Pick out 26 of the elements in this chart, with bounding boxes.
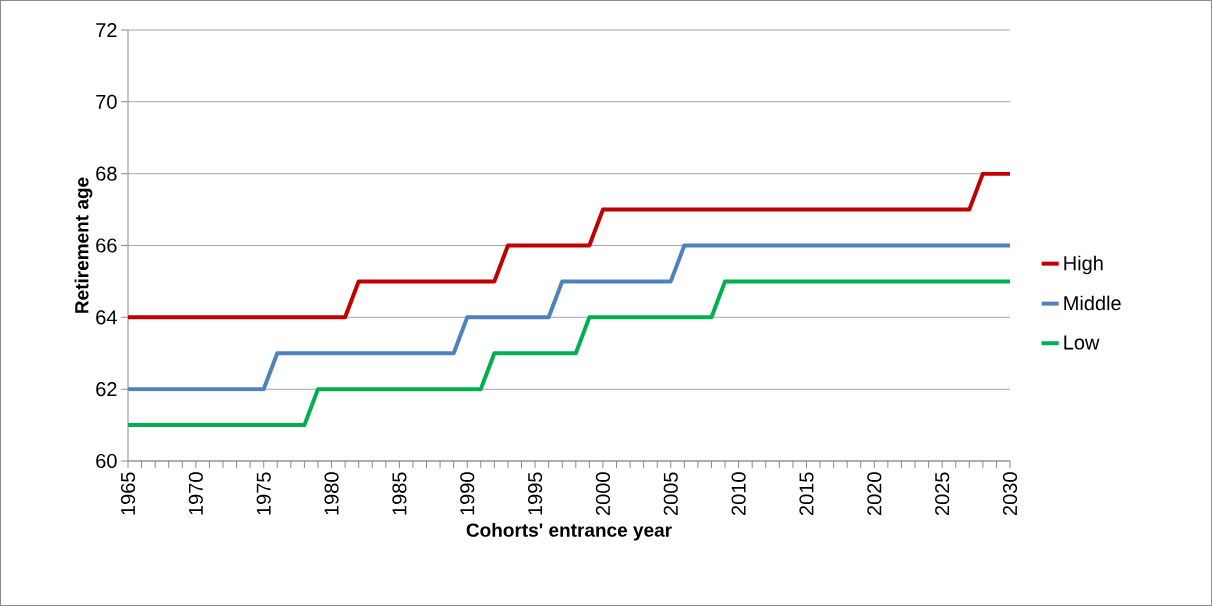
- x-tick-label: 2030: [1002, 472, 1018, 516]
- x-tick-label: 2015: [799, 472, 814, 516]
- x-tick-label: 2025: [935, 472, 950, 516]
- y-tick-label: 62: [96, 382, 117, 397]
- x-tick-label: 2010: [731, 472, 746, 516]
- x-tick-label: 1990: [460, 472, 475, 515]
- legend-label: Middle: [1064, 295, 1121, 311]
- y-tick-label: 64: [96, 310, 117, 325]
- x-tick-label: 1965: [120, 472, 136, 515]
- x-axis-title: Cohorts' entrance year: [466, 522, 672, 541]
- x-tick-label: 2005: [663, 472, 678, 516]
- x-tick-label: 2000: [595, 472, 610, 516]
- y-tick-label: 66: [96, 238, 117, 253]
- legend-label: High: [1064, 255, 1103, 275]
- x-tick-label: 2020: [867, 472, 882, 516]
- y-axis-title: Retirement age: [74, 177, 93, 313]
- x-tick-label: 1995: [528, 472, 543, 515]
- legend-label: Low: [1064, 335, 1100, 350]
- y-tick-label: 68: [96, 166, 117, 181]
- y-tick-label: 70: [96, 94, 117, 109]
- x-tick-label: 1985: [392, 472, 407, 515]
- x-tick-label: 1980: [324, 472, 339, 515]
- x-tick-label: 1975: [256, 472, 271, 515]
- y-tick-label: 60: [96, 453, 117, 469]
- x-tick-label: 1970: [188, 472, 203, 515]
- y-tick-label: 72: [96, 23, 117, 37]
